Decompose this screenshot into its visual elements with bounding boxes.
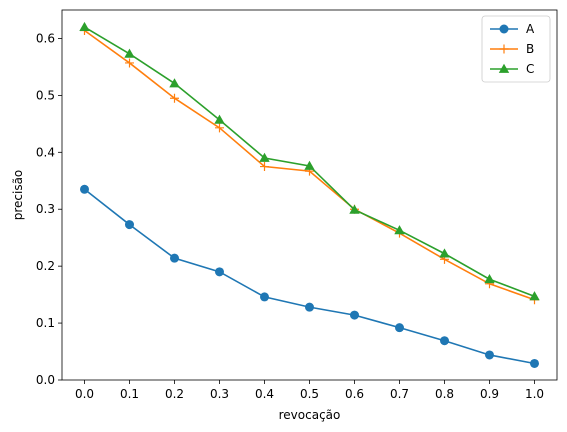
x-tick-label: 0.8 xyxy=(435,387,454,401)
series-C xyxy=(79,21,540,301)
x-axis-label: revocação xyxy=(279,408,341,422)
series-A-marker xyxy=(125,220,134,230)
series-A-marker xyxy=(485,350,494,360)
x-tick-label: 0.3 xyxy=(210,387,229,401)
x-tick-label: 1.0 xyxy=(525,387,544,401)
series-B-marker xyxy=(215,123,224,133)
y-tick-label: 0.6 xyxy=(36,31,55,45)
series-C-marker xyxy=(439,248,450,258)
series-C-marker xyxy=(394,225,405,235)
series-C-marker xyxy=(79,21,90,31)
series-A-marker xyxy=(305,302,314,312)
series-A-marker xyxy=(440,336,449,346)
series-C-marker xyxy=(214,114,225,124)
series-B-marker xyxy=(170,93,179,103)
series-C-marker xyxy=(484,274,495,284)
legend-label: B xyxy=(526,42,534,56)
series-A-marker xyxy=(499,24,509,34)
legend-item-C: C xyxy=(490,62,534,76)
x-tick-label: 0.9 xyxy=(480,387,499,401)
y-tick-label: 0.0 xyxy=(36,373,55,387)
y-tick-label: 0.3 xyxy=(36,202,55,216)
series-A-marker xyxy=(350,310,359,320)
y-axis-label: precisão xyxy=(11,170,25,221)
legend-item-A: A xyxy=(490,22,535,36)
x-tick-label: 0.1 xyxy=(120,387,139,401)
x-axis-ticks: 0.0 0.1 0.2 0.3 0.4 0.5 0.6 0.7 0.8 0.9 1.0 xyxy=(75,380,544,401)
y-tick-label: 0.1 xyxy=(36,316,55,330)
series-A-marker xyxy=(80,184,89,194)
series-C-marker xyxy=(169,78,180,88)
series-B-marker xyxy=(499,44,509,54)
y-axis-ticks: 0.0 0.1 0.2 0.3 0.4 0.5 0.6 xyxy=(36,31,62,387)
series-C-marker xyxy=(349,204,360,214)
series-B-marker xyxy=(125,58,134,68)
y-tick-label: 0.4 xyxy=(36,145,55,159)
x-tick-label: 0.0 xyxy=(75,387,94,401)
x-tick-label: 0.7 xyxy=(390,387,409,401)
x-tick-label: 0.6 xyxy=(345,387,364,401)
series-A-marker xyxy=(395,323,404,333)
series-C-marker xyxy=(498,63,510,73)
series-C-marker xyxy=(124,48,135,58)
plot-lines xyxy=(79,21,540,368)
series-C-marker xyxy=(304,160,315,170)
series-C-marker xyxy=(259,152,270,162)
series-A-marker xyxy=(530,358,539,368)
legend-label: A xyxy=(526,22,535,36)
legend: ABC xyxy=(481,15,551,83)
series-A-marker xyxy=(215,267,224,277)
legend-item-B: B xyxy=(490,42,534,56)
series-B-marker xyxy=(260,162,269,172)
x-tick-label: 0.2 xyxy=(165,387,184,401)
series-A-line xyxy=(84,188,535,365)
x-tick-label: 0.5 xyxy=(300,387,319,401)
y-tick-label: 0.2 xyxy=(36,259,55,273)
legend-label: C xyxy=(526,62,534,76)
series-A-marker xyxy=(260,292,269,302)
series-C-marker xyxy=(529,291,540,301)
y-tick-label: 0.5 xyxy=(36,88,55,102)
series-A xyxy=(80,184,539,368)
series-A-marker xyxy=(170,253,179,263)
x-tick-label: 0.4 xyxy=(255,387,274,401)
